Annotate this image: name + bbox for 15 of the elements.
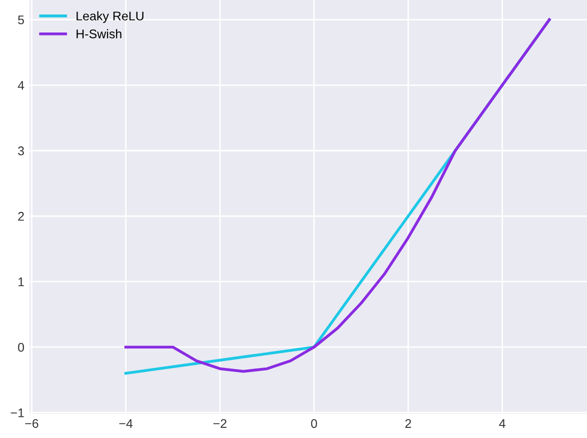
legend-label: H-Swish bbox=[76, 29, 122, 38]
y-tick-label: 5 bbox=[18, 16, 24, 24]
x-tick-label: 2 bbox=[405, 419, 412, 428]
y-tick-label: 4 bbox=[18, 81, 24, 90]
x-tick-label: −6 bbox=[25, 419, 38, 428]
y-tick-label: 3 bbox=[18, 146, 24, 156]
x-tick-label: −4 bbox=[119, 419, 133, 428]
x-tick-label: 0 bbox=[311, 419, 318, 428]
x-tick-label: −2 bbox=[213, 419, 226, 428]
y-tick-label: 0 bbox=[18, 342, 24, 352]
y-tick-label: 2 bbox=[18, 212, 24, 221]
y-tick-label: 1 bbox=[18, 278, 24, 286]
legend-label: Leaky ReLU bbox=[76, 11, 144, 23]
x-tick-label: 4 bbox=[499, 419, 506, 428]
y-tick-label: −1 bbox=[10, 408, 24, 418]
